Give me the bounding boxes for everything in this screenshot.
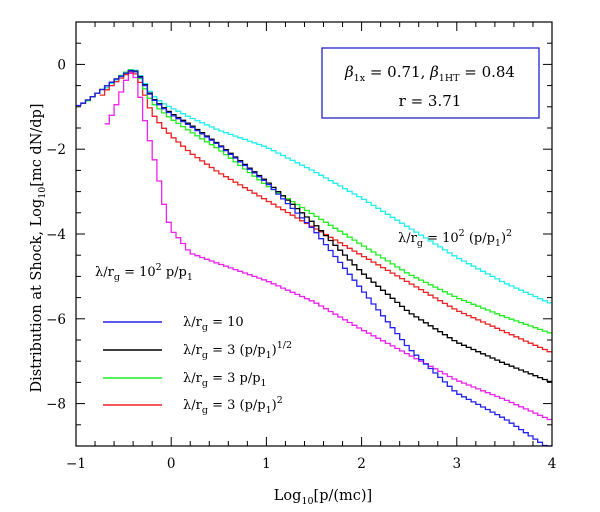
legend: λ/rg = 10 λ/rg = 3 (p/p1)1/2 λ/rg = 3 p/… [103, 315, 292, 416]
x-tick-label: 4 [548, 456, 557, 472]
series-black [80, 69, 552, 383]
x-axis-title: Log10[p/(mc)] [274, 488, 372, 507]
series-layer [76, 69, 552, 447]
x-tick-label: 2 [357, 456, 366, 472]
y-tick-label: −2 [46, 142, 66, 158]
y-tick-label: 0 [57, 57, 66, 73]
parameter-box-border [321, 47, 540, 119]
parameter-box: β1x = 0.71, β1HT = 0.84 r = 3.71 [321, 47, 540, 119]
y-tick-label: −8 [46, 397, 66, 413]
legend-label-green: λ/rg = 3 p/p1 [183, 371, 267, 389]
y-axis-title: Distribution at Shock, Log10[mc dN/dp] [29, 103, 48, 392]
parameter-box-line1: β1x = 0.71, β1HT = 0.84 [344, 63, 515, 84]
legend-label-black: λ/rg = 3 (p/p1)1/2 [183, 340, 292, 361]
series-green [85, 69, 552, 334]
parameter-box-line2: r = 3.71 [399, 92, 462, 110]
x-tick-label: −1 [66, 456, 86, 472]
series-magenta [104, 72, 552, 421]
annotation-magenta: λ/rg = 102 p/p1 [95, 262, 193, 283]
y-tick-label: −4 [46, 227, 66, 243]
legend-label-blue: λ/rg = 10 [183, 315, 244, 333]
x-tick-label: 1 [262, 456, 271, 472]
x-tick-label: 0 [167, 456, 176, 472]
annotation-cyan: λ/rg = 102 (p/p1)2 [398, 228, 512, 249]
ticks-layer: −1 0 1 2 3 4 0 −2 −4 −6 −8 [46, 21, 557, 472]
x-tick-label: 3 [453, 456, 462, 472]
series-blue [76, 70, 552, 447]
y-tick-label: −6 [46, 312, 66, 328]
legend-label-red: λ/rg = 3 (p/p1)2 [183, 395, 283, 416]
series-cyan [104, 69, 552, 304]
series-red [99, 71, 552, 353]
